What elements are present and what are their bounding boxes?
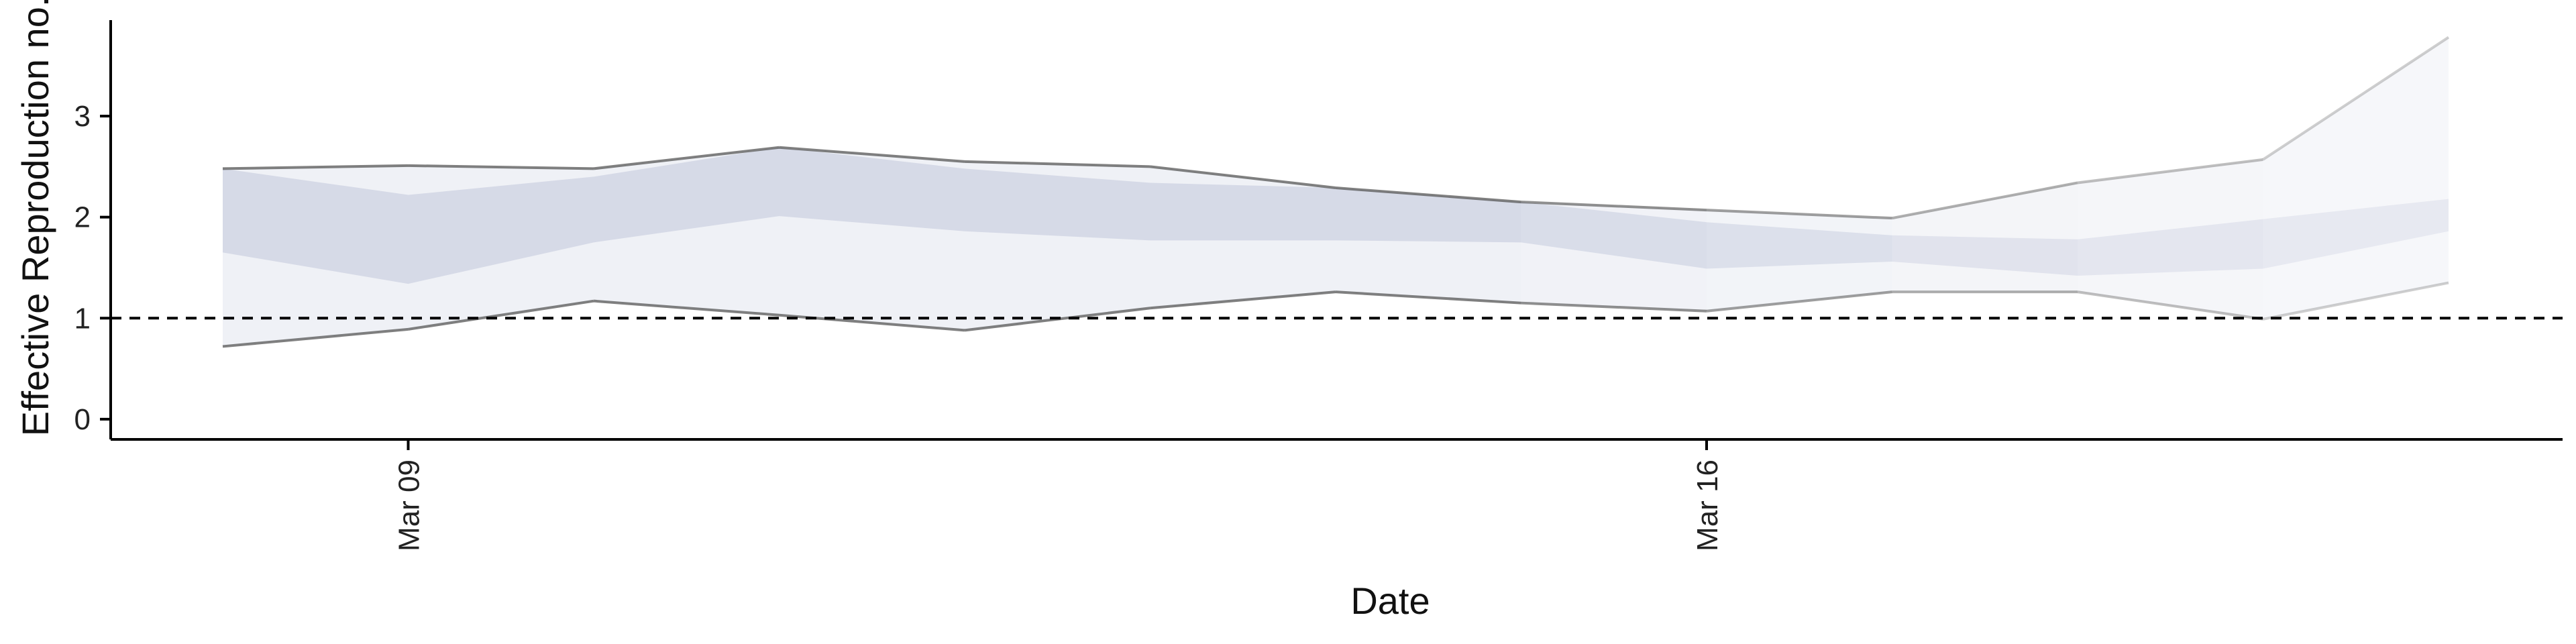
- y-axis-title: Effective Reproduction no.: [14, 0, 56, 436]
- outline-lower-segment: [408, 299, 594, 331]
- band-segment-inner-50: [779, 147, 965, 231]
- band-segment-inner-50: [594, 147, 780, 243]
- outline-lower-segment: [1150, 290, 1336, 310]
- y-tick-label: 2: [74, 201, 91, 234]
- outline-upper-segment: [1335, 186, 1521, 204]
- outline-lower-segment: [2263, 281, 2449, 321]
- outline-upper-segment: [593, 146, 780, 170]
- outline-upper-segment: [779, 146, 965, 163]
- outline-upper-segment: [2262, 36, 2450, 161]
- y-tick-label: 1: [74, 302, 91, 335]
- band-segment-inner-50: [223, 168, 409, 284]
- outline-lower-segment: [1335, 290, 1521, 305]
- credible-bands: [223, 37, 2449, 347]
- band-segment-inner-50: [965, 168, 1150, 241]
- band-segment-outer-90: [223, 165, 409, 347]
- band-segment-inner-50: [1336, 188, 1521, 243]
- band-segment-outer-90: [965, 161, 1150, 331]
- x-tick-label: Mar 16: [1691, 460, 1724, 551]
- band-segment-outer-90: [1892, 182, 2078, 292]
- outline-upper-segment: [1706, 209, 1892, 220]
- outline-lower-segment: [2077, 290, 2263, 321]
- outline-lower-segment: [593, 299, 780, 317]
- band-segment-outer-90: [1336, 188, 1521, 303]
- band-segment-inner-50: [1521, 202, 1707, 269]
- outline-upper-segment: [1150, 165, 1336, 189]
- band-segment-outer-90: [779, 147, 965, 331]
- band-segment-inner-50: [1707, 222, 1892, 269]
- band-segment-outer-90: [408, 165, 594, 329]
- x-tick-label: Mar 09: [393, 460, 426, 551]
- outline-upper-segment: [2077, 158, 2263, 184]
- outline-upper-segment: [964, 160, 1150, 168]
- band-segment-inner-50: [1892, 235, 2078, 276]
- band-segment-outer-90: [2078, 159, 2263, 319]
- band-segment-inner-50: [408, 176, 594, 284]
- band-segment-inner-50: [1150, 182, 1336, 241]
- y-tick-label: 0: [74, 403, 91, 436]
- y-tick-label: 3: [74, 100, 91, 133]
- outline-upper-segment: [1521, 201, 1707, 212]
- band-outlines: [222, 36, 2450, 348]
- outline-lower-segment: [222, 327, 409, 348]
- band-segment-outer-90: [1521, 202, 1707, 311]
- band-segment-outer-90: [1707, 210, 1892, 311]
- band-segment-outer-90: [594, 147, 780, 315]
- band-segment-outer-90: [1150, 166, 1336, 309]
- x-axis-title: Date: [1350, 580, 1430, 622]
- band-segment-inner-50: [2078, 219, 2263, 276]
- outline-lower-segment: [1521, 301, 1707, 313]
- band-segment-inner-50: [2263, 199, 2449, 269]
- outline-lower-segment: [1706, 290, 1892, 313]
- outline-upper-segment: [1892, 181, 2078, 220]
- band-segment-outer-90: [2263, 37, 2449, 319]
- outline-upper-segment: [408, 164, 594, 170]
- y-axis-ticks: 0 1 2 3: [74, 100, 111, 436]
- outline-upper-segment: [222, 164, 409, 170]
- x-axis-ticks: Mar 09 Mar 16: [393, 439, 1724, 551]
